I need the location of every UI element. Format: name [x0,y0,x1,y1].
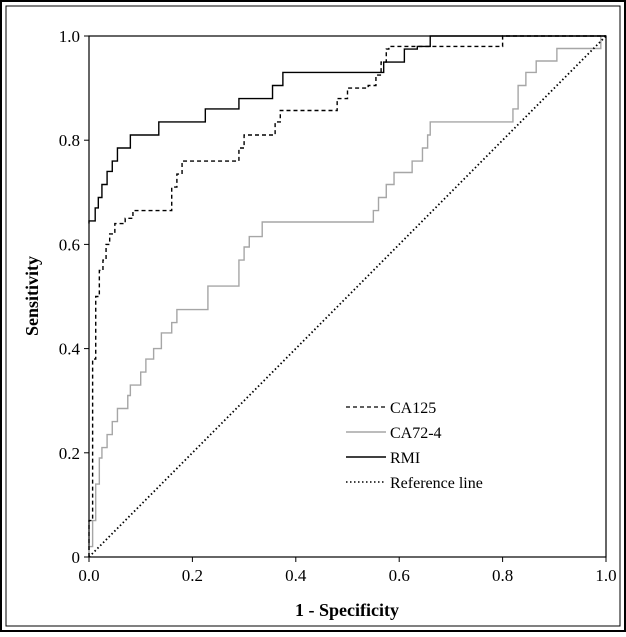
x-tick-label: 1.0 [595,566,616,585]
series-line-rmi [88,35,606,224]
y-axis-title: Sensitivity [22,256,42,336]
y-tick-label: 0 [72,548,81,567]
x-tick-label: 0.4 [285,566,307,585]
legend-label-ca125: CA125 [390,400,436,417]
series-line-reference-line [88,35,607,558]
y-tick-label: 0.2 [59,444,80,463]
series-layer [88,35,607,558]
x-tick-label: 0.8 [492,566,513,585]
x-axis-title: 1 - Specificity [295,600,399,620]
plot-area [88,35,607,558]
y-tick-label: 0.6 [59,235,80,254]
y-tick-label: 1.0 [59,27,80,46]
legend: CA125 CA72-4 RMI Reference line [346,400,483,492]
figure-inner-border [5,5,621,627]
legend-label-reference-line: Reference line [390,475,483,492]
x-tick-label: 0.2 [182,566,203,585]
series-line-ca72-4 [88,35,606,557]
y-tick-label: 0.8 [59,131,80,150]
tick-layer: 0.0 0.2 0.4 0.6 0.8 1.0 0 0.2 0.4 0.6 0.8 1.0 [59,27,617,585]
x-tick-label: 0.0 [78,566,99,585]
x-tick-label: 0.6 [389,566,410,585]
legend-label-rmi: RMI [390,450,420,467]
series-line-ca125 [88,35,606,557]
y-tick-label: 0.4 [59,340,81,359]
legend-label-ca72-4: CA72-4 [390,425,442,442]
